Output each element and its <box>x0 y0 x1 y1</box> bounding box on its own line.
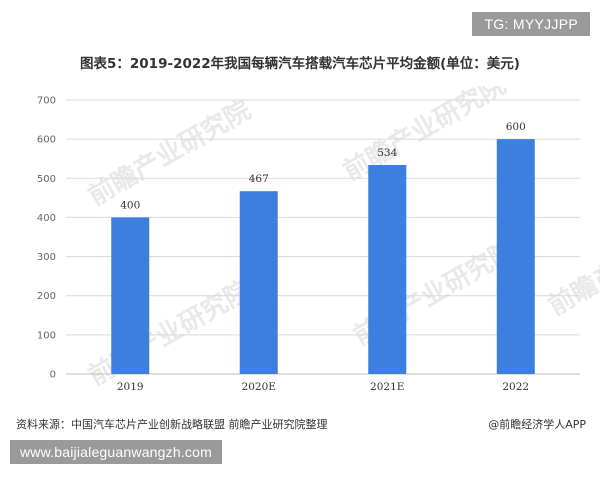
chart-title: 图表5：2019-2022年我国每辆汽车搭载汽车芯片平均金额(单位：美元) <box>80 56 520 72</box>
data-label: 400 <box>120 199 140 211</box>
watermark-text: 前瞻产业研究院 <box>543 204 600 322</box>
x-tick-label: 2021E <box>370 381 404 393</box>
brand-credit: @前瞻经济学人APP <box>488 418 586 431</box>
bar <box>111 217 150 374</box>
data-label: 600 <box>506 121 526 133</box>
x-axis-ticks: 2019 2020E 2021E 2022 <box>117 381 529 393</box>
bar <box>368 164 407 374</box>
x-tick-label: 2019 <box>117 381 144 393</box>
data-labels: 400 467 534 600 <box>120 121 526 211</box>
source-note: 资料来源：中国汽车芯片产业创新战略联盟 前瞻产业研究院整理 <box>16 418 328 431</box>
y-tick-label: 300 <box>37 252 56 263</box>
x-tick-label: 2020E <box>242 381 276 393</box>
y-tick-label: 100 <box>37 330 56 341</box>
data-label: 467 <box>249 173 269 185</box>
watermark-text: 前瞻产业研究院 <box>83 94 256 212</box>
gridlines <box>66 99 580 375</box>
y-tick-label: 400 <box>37 213 56 224</box>
y-tick-label: 200 <box>37 291 56 302</box>
x-tick-label: 2022 <box>502 381 529 393</box>
y-tick-label: 600 <box>37 135 56 146</box>
y-tick-label: 500 <box>37 174 56 185</box>
overlay-tag-bottom: www.baijialeguanwangzh.com <box>10 440 222 464</box>
data-label: 534 <box>377 147 397 159</box>
y-axis-ticks: 0 100 200 300 400 500 600 700 <box>37 96 56 381</box>
bars <box>111 139 535 374</box>
y-tick-label: 0 <box>50 370 56 381</box>
bar <box>496 139 535 374</box>
watermark-text: 前瞻产业研究院 <box>338 86 511 187</box>
y-tick-label: 700 <box>37 96 56 107</box>
bar <box>239 191 278 374</box>
overlay-tag-top: TG: MYYJJPP <box>472 12 590 36</box>
